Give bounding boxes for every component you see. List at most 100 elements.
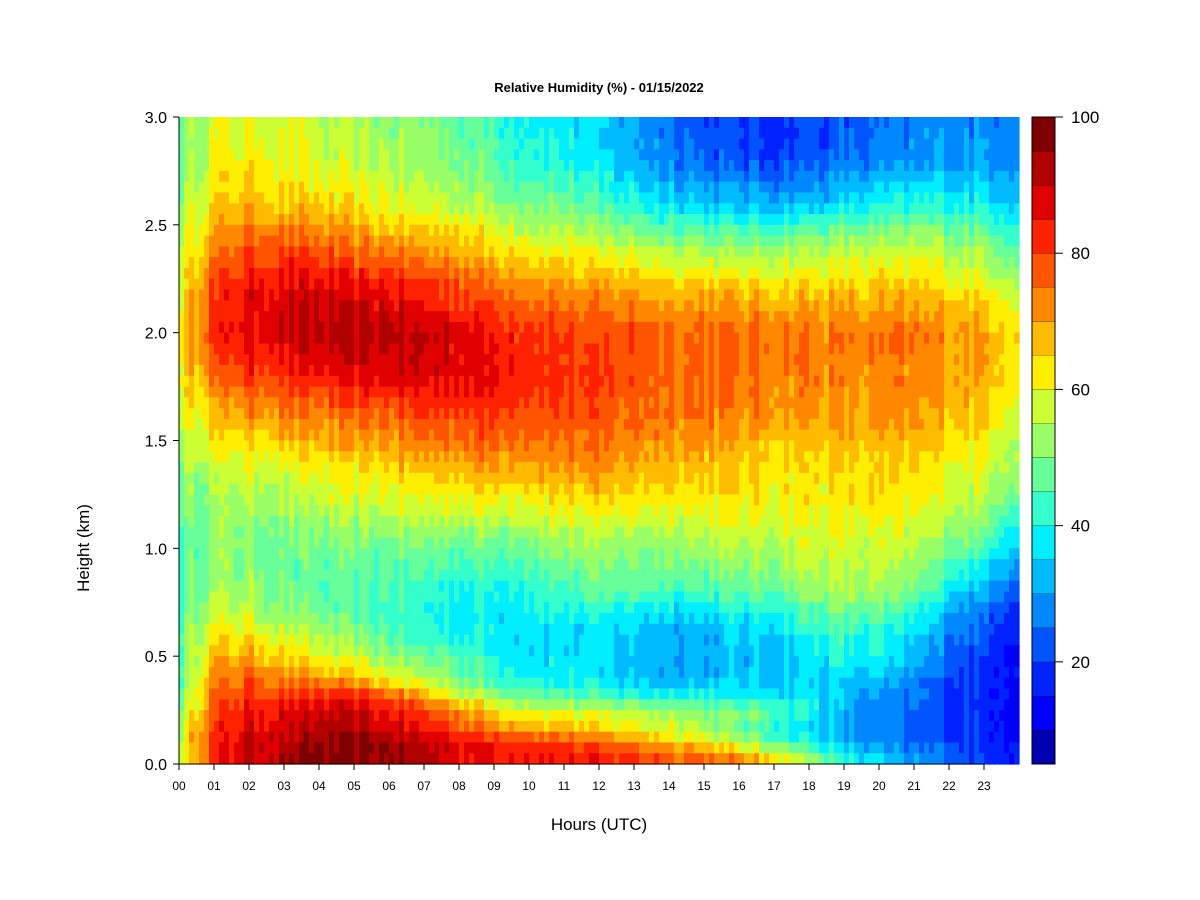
heatmap-cell: [589, 580, 595, 593]
heatmap-cell: [219, 494, 225, 506]
heatmap-cell: [239, 181, 245, 194]
heatmap-cell: [579, 537, 585, 549]
heatmap-cell: [494, 321, 500, 334]
heatmap-cell: [554, 203, 560, 215]
heatmap-cell: [199, 354, 205, 366]
heatmap-cell: [404, 731, 410, 744]
heatmap-cell: [384, 505, 390, 517]
heatmap-cell: [464, 246, 470, 258]
heatmap-cell: [329, 699, 335, 711]
heatmap-cell: [494, 753, 500, 765]
heatmap-cell: [504, 494, 510, 506]
heatmap-cell: [544, 267, 550, 280]
heatmap-cell: [549, 149, 555, 161]
heatmap-cell: [384, 515, 390, 528]
heatmap-cell: [454, 397, 460, 409]
heatmap-cell: [554, 462, 560, 474]
heatmap-cell: [199, 677, 205, 690]
heatmap-cell: [414, 742, 420, 754]
heatmap-cell: [309, 311, 315, 323]
heatmap-cell: [539, 386, 545, 398]
heatmap-cell: [354, 386, 360, 398]
heatmap-cell: [424, 160, 430, 172]
heatmap-cell: [179, 300, 185, 312]
heatmap-cell: [404, 645, 410, 657]
heatmap-cell: [504, 472, 510, 485]
heatmap-cell: [284, 623, 290, 636]
heatmap-cell: [264, 645, 270, 657]
heatmap-cell: [244, 699, 250, 711]
heatmap-cell: [459, 257, 465, 269]
heatmap-cell: [414, 548, 420, 560]
heatmap-cell: [189, 257, 195, 269]
heatmap-cell: [389, 332, 395, 345]
heatmap-cell: [349, 235, 355, 247]
heatmap-cell: [444, 192, 450, 204]
heatmap-cell: [569, 235, 575, 247]
heatmap-cell: [429, 688, 435, 700]
heatmap-cell: [329, 300, 335, 312]
heatmap-cell: [549, 397, 555, 409]
heatmap-cell: [369, 224, 375, 237]
heatmap-cell: [309, 192, 315, 204]
heatmap-cell: [439, 451, 445, 463]
heatmap-cell: [324, 569, 330, 582]
heatmap-cell: [329, 505, 335, 517]
heatmap-cell: [469, 311, 475, 323]
heatmap-cell: [504, 300, 510, 312]
heatmap-cell: [304, 149, 310, 161]
heatmap-cell: [449, 559, 455, 571]
heatmap-cell: [479, 160, 485, 172]
heatmap-cell: [469, 494, 475, 506]
heatmap-cell: [459, 181, 465, 194]
heatmap-cell: [214, 149, 220, 161]
heatmap-cell: [384, 138, 390, 150]
heatmap-cell: [484, 580, 490, 593]
heatmap-cell: [439, 170, 445, 183]
heatmap-cell: [479, 278, 485, 291]
heatmap-cell: [209, 451, 215, 463]
heatmap-cell: [389, 408, 395, 420]
heatmap-cell: [334, 515, 340, 528]
heatmap-cell: [204, 591, 210, 603]
heatmap-cell: [404, 742, 410, 754]
heatmap-cell: [539, 666, 545, 679]
heatmap-cell: [574, 483, 580, 496]
heatmap-cell: [194, 365, 200, 377]
heatmap-cell: [444, 375, 450, 388]
heatmap-cell: [249, 731, 255, 744]
heatmap-cell: [429, 613, 435, 625]
heatmap-cell: [534, 192, 540, 204]
heatmap-cell: [444, 753, 450, 765]
heatmap-cell: [244, 408, 250, 420]
heatmap-cell: [589, 602, 595, 614]
heatmap-cell: [489, 537, 495, 549]
heatmap-cell: [589, 397, 595, 409]
heatmap-cell: [314, 429, 320, 442]
heatmap-cell: [524, 267, 530, 280]
heatmap-cell: [474, 505, 480, 517]
heatmap-cell: [294, 451, 300, 463]
heatmap-cell: [559, 365, 565, 377]
heatmap-cell: [184, 440, 190, 452]
heatmap-cell: [334, 117, 340, 129]
heatmap-cell: [529, 515, 535, 528]
heatmap-cell: [189, 278, 195, 291]
heatmap-cell: [434, 192, 440, 204]
heatmap-cell: [219, 300, 225, 312]
heatmap-cell: [399, 267, 405, 280]
heatmap-cell: [339, 160, 345, 172]
heatmap-cell: [269, 408, 275, 420]
heatmap-cell: [294, 494, 300, 506]
heatmap-cell: [214, 613, 220, 625]
heatmap-cell: [464, 710, 470, 722]
heatmap-cell: [514, 623, 520, 636]
heatmap-cell: [474, 117, 480, 129]
heatmap-cell: [224, 666, 230, 679]
heatmap-cell: [184, 472, 190, 485]
heatmap-cell: [219, 537, 225, 549]
heatmap-cell: [449, 160, 455, 172]
heatmap-cell: [189, 526, 195, 539]
heatmap-cell: [449, 548, 455, 560]
heatmap-cell: [524, 181, 530, 194]
